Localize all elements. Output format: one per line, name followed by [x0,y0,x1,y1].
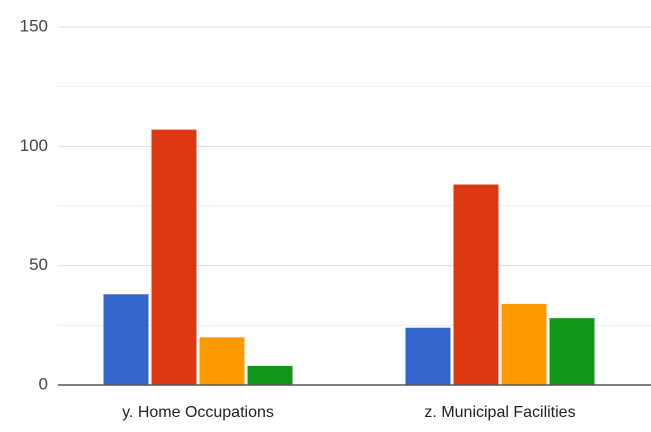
bar [405,327,451,385]
y-tick-label: 0 [39,374,48,393]
bar [501,303,547,385]
bar [247,365,293,385]
bar [549,318,595,385]
x-tick-label: z. Municipal Facilities [424,404,575,421]
bar [103,294,149,385]
y-tick-label: 100 [20,136,48,155]
x-tick-label: y. Home Occupations [122,404,274,421]
bar [453,184,499,385]
bar [199,337,245,385]
y-tick-label: 150 [20,16,48,35]
bar [151,129,197,385]
y-tick-label: 50 [29,255,48,274]
